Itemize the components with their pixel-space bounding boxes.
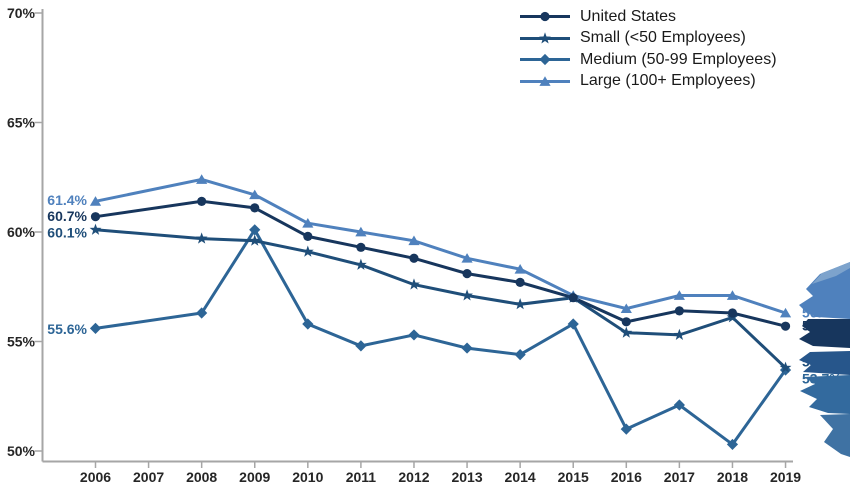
data-point-diamond: [673, 399, 685, 411]
data-point-diamond: [355, 340, 367, 352]
data-point-circle: [568, 293, 578, 303]
data-point-circle: [621, 317, 631, 327]
data-point-star: [539, 32, 551, 44]
legend-marker-medium-icon: [520, 54, 570, 66]
data-point-circle: [90, 212, 101, 222]
x-tick-label: 2007: [133, 469, 164, 485]
data-point-star: [355, 258, 367, 270]
data-point-triangle: [779, 307, 792, 318]
data-point-circle: [197, 196, 207, 206]
data-point-circle: [250, 203, 260, 213]
data-point-diamond: [461, 342, 473, 354]
x-tick-label: 2015: [558, 469, 589, 485]
data-point-circle: [674, 306, 684, 316]
data-point-diamond: [620, 423, 632, 435]
data-point-star: [779, 361, 792, 373]
data-point-diamond: [302, 318, 314, 330]
y-tick-label: 50%: [7, 443, 36, 459]
legend-marker-small-icon: [520, 32, 570, 44]
legend-label-medium: Medium (50-99 Employees): [580, 50, 777, 68]
data-point-circle: [515, 277, 525, 287]
data-point-star: [195, 232, 208, 244]
y-tick-label: 65%: [7, 115, 36, 131]
data-point-star: [461, 289, 473, 301]
legend-label-united-states: United States: [580, 7, 677, 25]
x-tick-label: 2013: [451, 469, 482, 485]
legend-item-small: Small (<50 Employees): [519, 28, 777, 50]
data-point-star: [408, 278, 420, 290]
legend-label-large: Large (100+ Employees): [580, 72, 756, 90]
data-point-triangle: [620, 303, 632, 314]
right-edge-artifact: [799, 262, 850, 457]
data-point-triangle: [514, 264, 526, 274]
legend: United States Small (<50 Employees) Medi…: [519, 6, 777, 92]
data-point-diamond: [539, 54, 551, 66]
data-point-circle: [780, 321, 791, 331]
data-point-star: [514, 298, 527, 310]
legend-marker-large-icon: [520, 76, 570, 86]
data-point-star: [620, 326, 633, 338]
y-tick-label: 70%: [7, 5, 36, 21]
data-point-triangle: [539, 76, 551, 86]
data-point-diamond: [726, 438, 739, 451]
data-point-star: [301, 245, 314, 257]
start-value-label: 55.6%: [47, 321, 87, 337]
y-tick-label: 55%: [7, 334, 36, 350]
data-point-circle: [303, 231, 313, 241]
legend-item-large: Large (100+ Employees): [519, 71, 777, 93]
start-value-label: 61.4%: [47, 192, 87, 208]
data-labels: 60.7%55.7%60.1%53.8%55.6%53.7%61.4%56.3%: [47, 192, 842, 387]
legend-marker-united-states-icon: [520, 12, 570, 22]
data-point-circle: [356, 242, 366, 252]
x-tick-label: 2006: [80, 469, 111, 485]
x-tick-label: 2014: [505, 469, 536, 485]
data-point-triangle: [302, 218, 314, 228]
data-point-star: [673, 328, 686, 340]
data-point-diamond: [89, 322, 102, 334]
x-tick-label: 2016: [611, 469, 642, 485]
start-value-label: 60.1%: [47, 224, 87, 240]
data-point-diamond: [408, 329, 420, 341]
data-point-circle: [540, 12, 550, 22]
data-point-triangle: [673, 290, 685, 300]
data-point-triangle: [249, 189, 261, 200]
x-tick-label: 2008: [186, 469, 217, 485]
data-point-diamond: [514, 349, 526, 361]
x-tick-label: 2017: [664, 469, 695, 485]
data-point-circle: [727, 308, 738, 318]
legend-item-medium: Medium (50-99 Employees): [519, 49, 777, 71]
data-point-triangle: [461, 253, 473, 263]
data-point-circle: [462, 269, 472, 279]
y-tick-label: 60%: [7, 224, 36, 240]
data-point-triangle: [408, 235, 420, 246]
data-point-triangle: [89, 196, 102, 206]
legend-item-united-states: United States: [519, 6, 777, 28]
x-tick-label: 2010: [292, 469, 323, 485]
data-point-diamond: [249, 224, 261, 236]
start-value-label: 60.7%: [47, 208, 87, 224]
x-tick-label: 2012: [398, 469, 429, 485]
data-point-diamond: [196, 307, 208, 319]
data-point-triangle: [196, 174, 208, 184]
legend-label-small: Small (<50 Employees): [580, 29, 746, 47]
data-point-star: [248, 234, 261, 246]
axes: 50% 55% 60% 65% 70% 2006 2007 2008 2009 2010 2011 2…: [7, 5, 801, 485]
x-tick-label: 2019: [770, 469, 801, 485]
data-point-triangle: [726, 290, 739, 300]
data-point-triangle: [355, 226, 367, 237]
data-point-star: [89, 223, 102, 235]
data-point-diamond: [567, 318, 579, 330]
x-tick-label: 2011: [346, 469, 377, 485]
x-tick-label: 2009: [239, 469, 270, 485]
data-point-circle: [409, 253, 419, 263]
series-markers: [89, 174, 792, 451]
x-tick-label: 2018: [717, 469, 748, 485]
